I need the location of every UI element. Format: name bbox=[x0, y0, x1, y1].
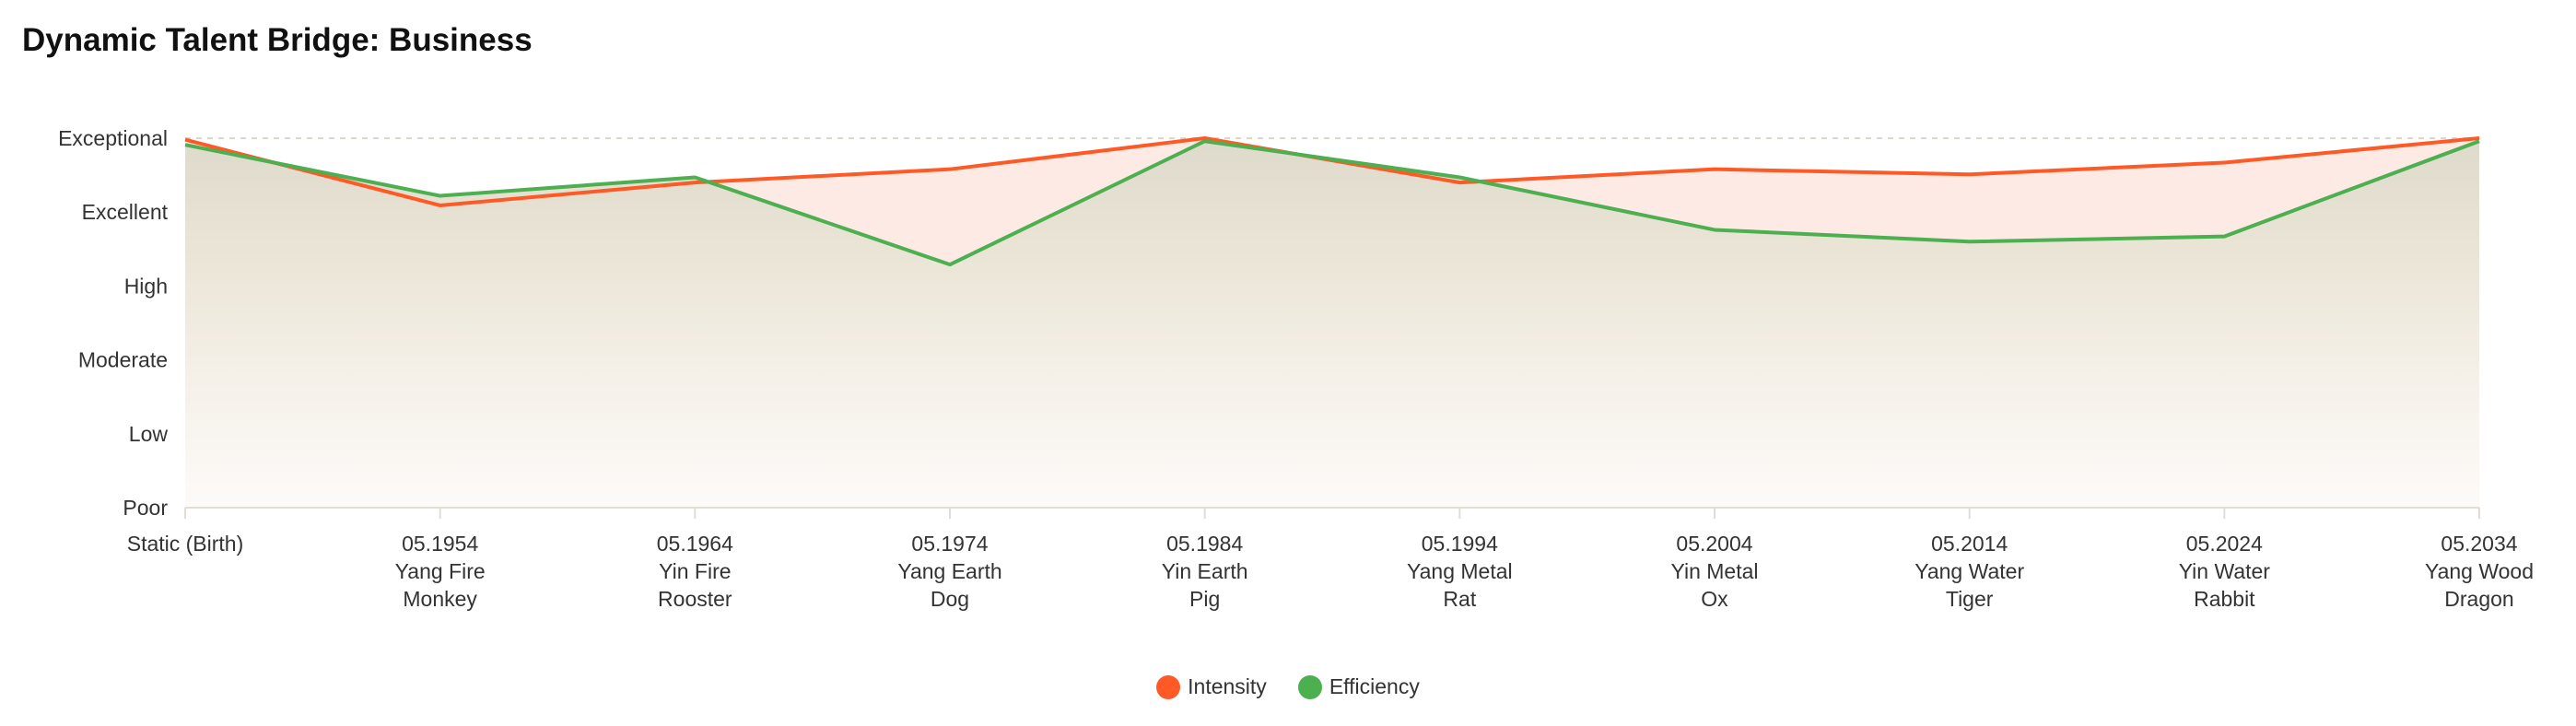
x-tick-label: 05.2034 bbox=[2441, 532, 2517, 556]
efficiency-line bbox=[184, 139, 2480, 267]
x-tick-label: Static (Birth) bbox=[127, 532, 244, 556]
y-tick-label: Poor bbox=[123, 496, 168, 520]
x-tick-label: Rat bbox=[1443, 587, 1476, 611]
x-tick-label: Rooster bbox=[658, 587, 732, 611]
series-lines bbox=[184, 136, 2480, 267]
x-tick-label: 05.1964 bbox=[657, 532, 733, 556]
x-tick-label: Yin Water bbox=[2179, 559, 2271, 583]
x-tick-label: Yang Water bbox=[1914, 559, 2024, 583]
legend: Intensity Efficiency bbox=[0, 674, 2576, 699]
x-tick-label: 05.1994 bbox=[1422, 532, 1498, 556]
x-tick-label: Yin Fire bbox=[659, 559, 731, 583]
efficiency-area bbox=[185, 141, 2479, 508]
x-tick-label: 05.1974 bbox=[911, 532, 988, 556]
x-tick-label: Tiger bbox=[1946, 587, 1994, 611]
x-tick-label: 05.2024 bbox=[2186, 532, 2263, 556]
legend-label: Intensity bbox=[1188, 674, 1267, 698]
x-tick-label: 05.1984 bbox=[1166, 532, 1243, 556]
x-tick-label: Dog bbox=[931, 587, 969, 611]
chart-title: Dynamic Talent Bridge: Business bbox=[22, 22, 533, 58]
x-tick-label: 05.2014 bbox=[1931, 532, 2008, 556]
x-tick-label: Dragon bbox=[2444, 587, 2513, 611]
legend-label: Efficiency bbox=[1329, 674, 1420, 698]
intensity-swatch-icon bbox=[1156, 674, 1181, 699]
x-tick-label: Ox bbox=[1701, 587, 1728, 611]
x-tick-label: Pig bbox=[1189, 587, 1220, 611]
x-tick-label: Rabbit bbox=[2194, 587, 2255, 611]
x-tick-label: 05.2004 bbox=[1676, 532, 1752, 556]
y-tick-label: Excellent bbox=[82, 200, 169, 224]
x-tick-label: Yang Metal bbox=[1407, 559, 1513, 583]
y-tick-label: Exceptional bbox=[58, 126, 168, 150]
x-tick-label: 05.1954 bbox=[402, 532, 478, 556]
x-tick-label: Yang Earth bbox=[897, 559, 1001, 583]
x-tick-label: Yin Earth bbox=[1162, 559, 1248, 583]
x-tick-label: Yin Metal bbox=[1670, 559, 1758, 583]
series-areas bbox=[185, 138, 2479, 508]
x-tick-label: Yang Wood bbox=[2425, 559, 2534, 583]
line-chart: Poor Low Moderate High Excellent Exceptional S… bbox=[58, 126, 2534, 611]
x-tick-label: Yang Fire bbox=[395, 559, 486, 583]
y-tick-label: Moderate bbox=[78, 348, 168, 372]
y-tick-label: High bbox=[124, 274, 168, 298]
legend-item-intensity[interactable]: Intensity bbox=[1156, 674, 1267, 699]
legend-item-efficiency[interactable]: Efficiency bbox=[1297, 674, 1420, 699]
efficiency-swatch-icon bbox=[1297, 674, 1322, 699]
y-tick-label: Low bbox=[129, 422, 169, 446]
axes: Poor Low Moderate High Excellent Exceptional S… bbox=[58, 126, 2534, 611]
x-tick-label: Monkey bbox=[403, 587, 477, 611]
